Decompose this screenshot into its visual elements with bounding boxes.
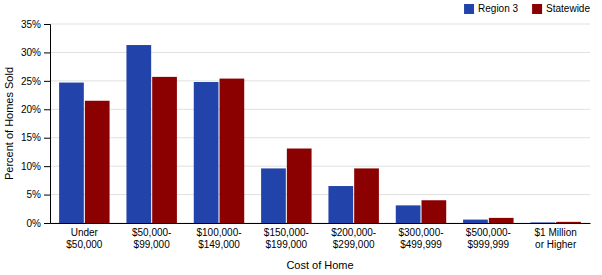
tick: 25% — [21, 76, 50, 87]
bar — [287, 149, 312, 223]
legend-swatch — [532, 4, 542, 14]
tick-label: Under$50,000 — [66, 227, 103, 250]
tick-label-line: $300,000- — [398, 227, 443, 238]
legend: Region 3 Statewide — [464, 3, 590, 14]
bar — [126, 45, 151, 223]
tick: 5% — [27, 189, 50, 200]
bar — [556, 222, 581, 223]
legend-label: Region 3 — [478, 3, 518, 14]
bar — [328, 186, 353, 223]
tick-label-line: $150,000- — [264, 227, 309, 238]
tick: $300,000-$499,999 — [398, 227, 443, 250]
tick-label-line: $500,000- — [466, 227, 511, 238]
tick: 0% — [27, 218, 50, 229]
tick-mark — [44, 166, 50, 167]
tick: Under$50,000 — [66, 227, 103, 250]
tick-label: 25% — [21, 76, 41, 87]
tick-label: $100,000-$149,000 — [196, 227, 241, 250]
tick-label: $50,000-$99,000 — [132, 227, 171, 250]
tick: $150,000-$199,000 — [264, 227, 309, 250]
tick-label-line: $100,000- — [196, 227, 241, 238]
tick-label-line: $149,000 — [198, 239, 240, 250]
bar — [530, 222, 555, 223]
bar — [261, 168, 286, 223]
bar-series — [59, 45, 555, 223]
axis-line — [51, 223, 591, 224]
bar — [396, 205, 421, 223]
tick-label: $300,000-$499,999 — [398, 227, 443, 250]
tick-label: $1 Millionor Higher — [535, 227, 577, 250]
tick: $200,000-$299,000 — [331, 227, 376, 250]
bar — [489, 218, 514, 223]
tick: 10% — [21, 161, 50, 172]
tick-label-line: or Higher — [535, 239, 577, 250]
tick-label: 35% — [21, 19, 41, 30]
tick-label-line: $99,000 — [134, 239, 171, 250]
chart: 0%5%10%15%20%25%30%35%Under$50,000$50,00… — [0, 0, 602, 275]
tick-label: 15% — [21, 132, 41, 143]
legend-item: Region 3 — [464, 3, 518, 14]
bar — [354, 168, 379, 223]
tick-mark — [44, 195, 50, 196]
tick: 35% — [21, 19, 50, 30]
tick: $1 Millionor Higher — [535, 227, 577, 250]
tick-mark — [44, 109, 50, 110]
tick-mark — [44, 52, 50, 53]
tick-label-line: $499,999 — [400, 239, 442, 250]
bar — [463, 220, 488, 223]
grid — [50, 24, 590, 223]
tick-label: $200,000-$299,000 — [331, 227, 376, 250]
tick-label-line: $299,000 — [333, 239, 375, 250]
tick-mark — [44, 81, 50, 82]
tick: 30% — [21, 47, 50, 58]
tick: 15% — [21, 132, 50, 143]
tick-mark — [44, 24, 50, 25]
bar — [220, 79, 245, 223]
y-axis: 0% 5% 10% 15% 20% 25% 30% 35% — [21, 19, 51, 229]
tick-label-line: $200,000- — [331, 227, 376, 238]
tick-label-line: $199,000 — [265, 239, 307, 250]
tick-label-line: $50,000 — [66, 239, 103, 250]
bar — [194, 82, 219, 223]
tick-label: $500,000-$999,999 — [466, 227, 511, 250]
bar — [152, 77, 177, 223]
tick: $100,000-$149,000 — [196, 227, 241, 250]
tick-label-line: Under — [71, 227, 99, 238]
grid-line — [50, 24, 590, 25]
tick-label-line: $1 Million — [535, 227, 577, 238]
tick: $500,000-$999,999 — [466, 227, 511, 250]
tick-mark — [44, 223, 50, 224]
tick-mark — [44, 138, 50, 139]
tick: 20% — [21, 104, 50, 115]
tick-label: 5% — [27, 189, 42, 200]
tick-label: 0% — [27, 218, 42, 229]
tick-label-line: $50,000- — [132, 227, 171, 238]
plot: 0%5%10%15%20%25%30%35%Under$50,000$50,00… — [21, 19, 591, 250]
bars — [59, 45, 581, 223]
bar — [59, 83, 84, 223]
bar — [85, 101, 110, 223]
tick: $50,000-$99,000 — [132, 227, 171, 250]
y-axis-title: Percent of Homes Sold — [3, 67, 15, 180]
legend-swatch — [464, 4, 474, 14]
tick-label: 30% — [21, 47, 41, 58]
legend-item: Statewide — [532, 3, 590, 14]
x-axis-title: Cost of Home — [286, 259, 353, 271]
tick-label: $150,000-$199,000 — [264, 227, 309, 250]
axis-line — [44, 25, 51, 224]
tick-label: 10% — [21, 161, 41, 172]
legend-label: Statewide — [546, 3, 590, 14]
bar — [422, 200, 447, 223]
tick-label-line: $999,999 — [467, 239, 509, 250]
tick-label: 20% — [21, 104, 41, 115]
bar-series — [85, 77, 581, 223]
x-axis: Under$50,000 $50,000-$99,000 $100,000-$149… — [51, 224, 591, 250]
